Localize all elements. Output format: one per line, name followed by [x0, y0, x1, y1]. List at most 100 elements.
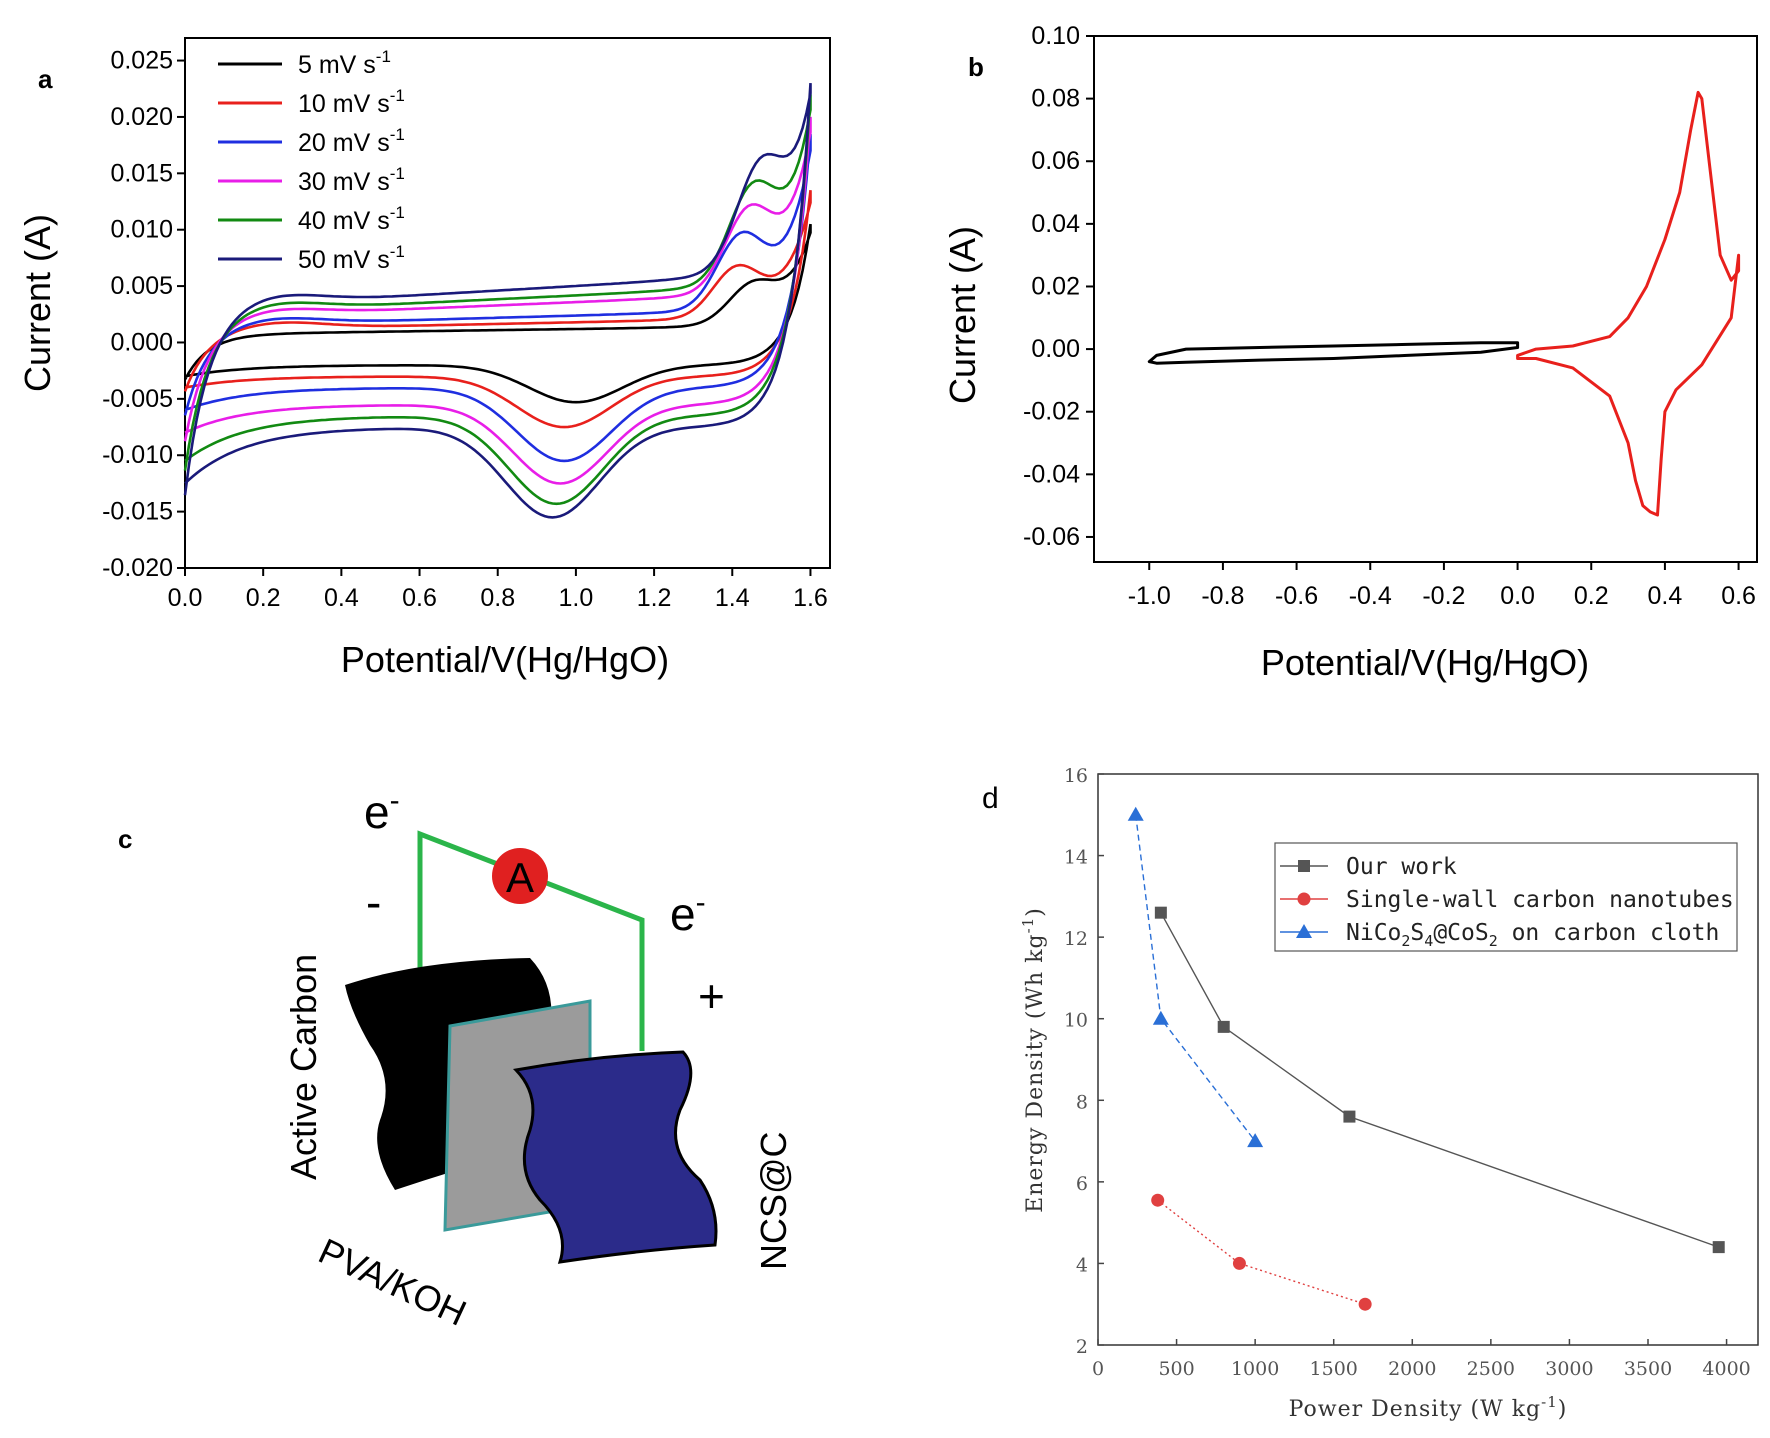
x-tick-label: 1.2 [637, 584, 672, 612]
x-axis-title-a: Potential/V(Hg/HgO) [341, 639, 669, 680]
ammeter-icon [492, 848, 548, 904]
y-tick-label: 14 [1064, 847, 1088, 869]
x-tick-label: 1.4 [715, 584, 750, 612]
x-tick-label: 0.4 [1648, 582, 1683, 610]
y-tick-label: 0.000 [110, 328, 173, 356]
x-tick-label: 0 [1092, 1358, 1104, 1380]
x-tick-label: 1.0 [559, 584, 594, 612]
x-tick-label: 0.0 [168, 584, 203, 612]
panel-label-c: c [118, 824, 132, 854]
x-tick-label: 500 [1158, 1358, 1194, 1380]
y-tick-label: 0.005 [110, 272, 173, 300]
legend-label-a-2: 10 mV s-1 [298, 86, 405, 118]
x-tick-label: -0.6 [1275, 582, 1318, 610]
legend-box-d [1274, 842, 1738, 952]
legend-label-a-3: 20 mV s-1 [298, 125, 405, 157]
legend-marker-d-1 [1298, 860, 1310, 872]
y-axis-title-a: Current (A) [17, 214, 58, 392]
x-axis-title-b: Potential/V(Hg/HgO) [1261, 642, 1589, 683]
data-point-d-3 [1247, 1133, 1264, 1148]
plot-frame-a [184, 37, 831, 569]
electron-label-left: e- [364, 784, 400, 838]
panel-label-b: b [968, 52, 984, 82]
plot-frame-b [1093, 35, 1758, 563]
data-point-d-1 [1343, 1110, 1356, 1123]
legend-marker-d-3 [1296, 924, 1312, 938]
y-tick-label: 2 [1076, 1336, 1088, 1358]
legend-label-d-3: NiCo2S4@CoS2 on carbon cloth [1346, 920, 1719, 950]
ammeter-label: A [506, 854, 534, 901]
cv-curve-6 [183, 83, 812, 519]
x-tick-label: 1500 [1310, 1358, 1358, 1380]
x-tick-label: 0.2 [246, 584, 281, 612]
ncs-label: NCS@C [753, 1131, 794, 1270]
y-tick-label: 12 [1064, 928, 1088, 950]
data-point-d-3 [1152, 1010, 1169, 1025]
y-tick-label: 0.010 [110, 216, 173, 244]
legend-label-d-2: Single-wall carbon nanotubes [1346, 887, 1734, 913]
data-point-d-1 [1712, 1241, 1725, 1254]
electron-label-right: e- [670, 886, 706, 940]
active-carbon-label: Active Carbon [283, 954, 324, 1180]
chart-d: 0 500 1000 1500 2000 2500 3000 3500 4000 2 4 6 8 10 12… [1019, 765, 1759, 1422]
x-tick-label: 1.6 [793, 584, 828, 612]
x-tick-label: -0.4 [1349, 582, 1392, 610]
y-tick-label: 4 [1076, 1254, 1088, 1276]
chart-a: 0.0 0.2 0.4 0.6 0.8 1.0 1.2 1.4 1.6 -0.020 -0.015 -… [17, 37, 831, 680]
panel-label-a: a [38, 64, 53, 94]
legend-label-a-5: 40 mV s-1 [298, 203, 405, 235]
x-tick-label: 0.6 [1721, 582, 1756, 610]
plot-frame-d [1097, 773, 1759, 1346]
y-tick-label: 0.10 [1031, 22, 1080, 50]
x-tick-label: 3500 [1624, 1358, 1672, 1380]
y-tick-label: 10 [1064, 1010, 1088, 1032]
legend-label-a-4: 30 mV s-1 [298, 164, 405, 196]
y-tick-label: 0.02 [1031, 272, 1080, 300]
cv-curve-1 [183, 223, 812, 404]
legend-label-a-1: 5 mV s-1 [298, 47, 391, 79]
cv-curve-2 [183, 190, 812, 429]
y-tick-label: 0.025 [110, 47, 173, 75]
x-tick-label: 2000 [1388, 1358, 1436, 1380]
data-point-d-3 [1127, 806, 1144, 821]
y-tick-label: 0.04 [1031, 210, 1080, 238]
x-tick-label: 1000 [1231, 1358, 1279, 1380]
data-point-d-2 [1358, 1297, 1372, 1311]
data-point-d-1 [1154, 906, 1167, 919]
series-line-d-1 [1160, 912, 1719, 1248]
cv-curve-5 [183, 94, 812, 506]
y-tick-label: 0.020 [110, 103, 173, 131]
x-tick-label: 0.0 [1500, 582, 1535, 610]
cv-curve-b-2 [1516, 90, 1741, 517]
y-tick-label: 6 [1076, 1173, 1088, 1195]
ncs-electrode [512, 1050, 718, 1264]
y-tick-label: -0.04 [1023, 460, 1080, 488]
x-tick-label: 0.8 [480, 584, 515, 612]
legend-label-d-1: Our work [1346, 854, 1457, 880]
y-tick-label: -0.020 [102, 554, 173, 582]
data-point-d-2 [1151, 1193, 1165, 1207]
x-tick-label: -0.2 [1422, 582, 1465, 610]
plus-sign: + [698, 970, 725, 1022]
x-tick-label: 4000 [1702, 1358, 1750, 1380]
data-point-d-2 [1232, 1256, 1246, 1270]
series-line-d-3 [1135, 814, 1256, 1142]
y-tick-label: 8 [1076, 1091, 1088, 1113]
y-tick-label: 0.06 [1031, 147, 1080, 175]
cv-curve-b-1 [1147, 341, 1520, 365]
legend-label-a-6: 50 mV s-1 [298, 242, 405, 274]
x-axis-title-d: Power Density (W kg-1) [1289, 1393, 1568, 1422]
y-tick-label: 16 [1064, 765, 1088, 787]
panel-label-d: d [982, 782, 999, 815]
chart-b: -1.0 -0.8 -0.6 -0.4 -0.2 0.0 0.2 0.4 0.6 -0.06 -0.… [942, 22, 1758, 683]
x-tick-label: 3000 [1545, 1358, 1593, 1380]
y-tick-label: 0.08 [1031, 85, 1080, 113]
legend-marker-d-2 [1297, 892, 1311, 906]
separator-label: PVA/KOH [313, 1230, 473, 1334]
schematic-c: A e- e- - + Active Carbon PVA/KOH NCS@C [283, 784, 794, 1334]
y-tick-label: -0.010 [102, 441, 173, 469]
y-tick-label: -0.005 [102, 385, 173, 413]
x-tick-label: -0.8 [1201, 582, 1244, 610]
y-axis-title-d: Energy Density (Wh kg-1) [1019, 907, 1048, 1213]
